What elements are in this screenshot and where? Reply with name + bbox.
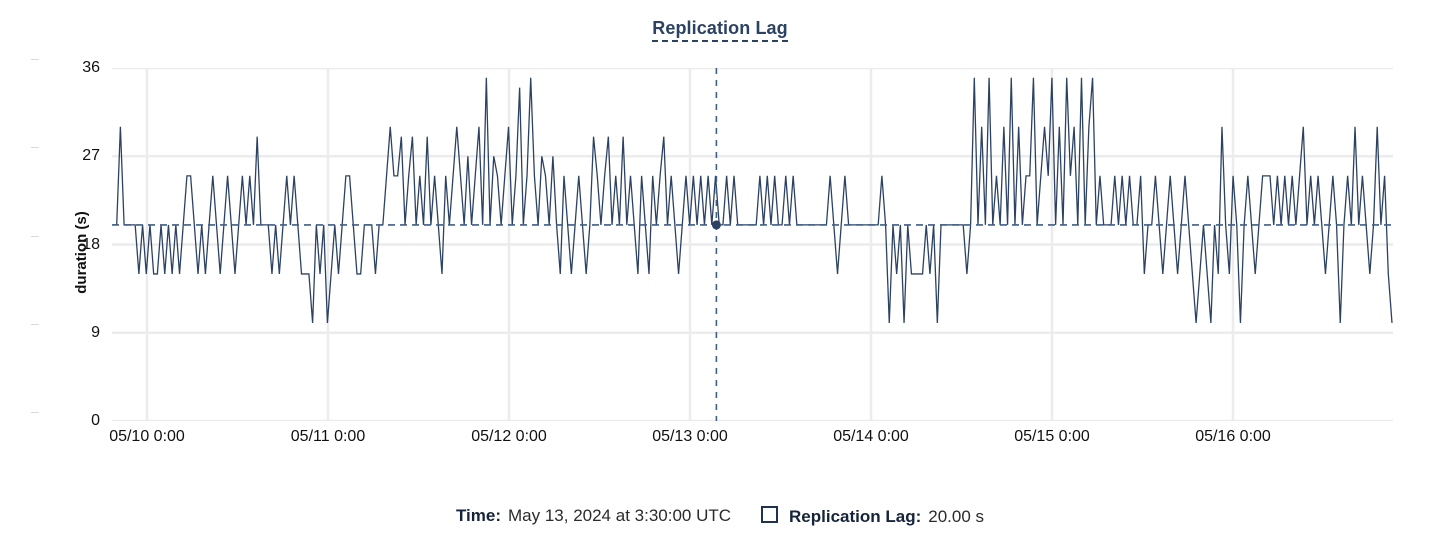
x-tick-label: 05/10 0:00 — [109, 428, 185, 445]
plot-area[interactable]: duration (s) 0 9 18 27 36 05/10 0:00 05/11 0:… — [31, 59, 1393, 445]
y-tick-mark — [31, 412, 39, 413]
y-tick-label: 0 — [31, 412, 100, 430]
chart-title: Replication Lag — [0, 18, 1440, 42]
y-tick-label: 27 — [31, 147, 100, 165]
x-tick-label: 05/11 0:00 — [290, 428, 366, 445]
footer-time-label: Time: — [455, 506, 501, 525]
footer-series-label: Replication Lag: — [789, 507, 922, 526]
chart-title-text: Replication Lag — [652, 18, 788, 42]
x-tick-label: 05/16 0:00 — [1195, 428, 1271, 445]
series-line-replication-lag — [113, 77, 1393, 323]
footer-time-value: May 13, 2024 at 3:30:00 UTC — [508, 506, 732, 525]
footer-series: Replication Lag: 20.00 s — [761, 505, 984, 527]
x-tick-label: 05/12 0:00 — [471, 428, 547, 445]
y-tick-mark — [31, 323, 39, 325]
y-tick-mark — [31, 147, 39, 149]
y-tick-mark — [31, 235, 39, 237]
x-tick-label: 05/13 0:00 — [652, 428, 728, 445]
y-tick-mark — [31, 59, 39, 60]
chart-footer: Time: May 13, 2024 at 3:30:00 UTC Replic… — [0, 505, 1440, 527]
y-tick-label: 36 — [31, 59, 100, 77]
x-tick-label: 05/15 0:00 — [1014, 428, 1090, 445]
y-tick-label: 18 — [31, 235, 100, 254]
y-tick-label: 9 — [31, 323, 100, 342]
plot-svg — [112, 68, 1393, 421]
crosshair-marker-dot — [711, 220, 721, 230]
legend-swatch-icon — [761, 506, 779, 523]
footer-series-value: 20.00 s — [928, 507, 985, 526]
x-tick-label: 05/14 0:00 — [833, 428, 909, 445]
footer-time: Time: May 13, 2024 at 3:30:00 UTC — [456, 506, 731, 526]
